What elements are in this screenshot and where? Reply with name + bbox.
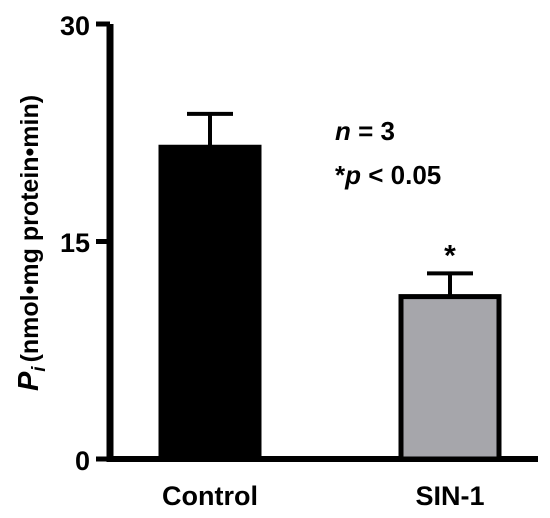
p-annotation-symbol: p [344, 160, 361, 190]
bar-control [158, 144, 262, 462]
p-annotation-star: * [335, 160, 346, 190]
y-tick-label-0: 0 [75, 446, 90, 476]
y-tick-label-15: 15 [60, 228, 90, 258]
p-annotation-value: < 0.05 [361, 160, 441, 190]
x-tick-label-control: Control [162, 481, 258, 511]
y-axis-label-symbol: P [13, 371, 45, 391]
y-axis-label-unit: (nmol•mg protein•min) [16, 95, 44, 362]
y-tick-label-30: 30 [60, 11, 90, 41]
n-annotation-symbol: n [335, 116, 351, 146]
bar-sin-1 [398, 294, 502, 462]
n-annotation-value: = 3 [351, 116, 395, 146]
x-tick-label-sin-1: SIN-1 [415, 481, 484, 511]
significance-marker-sin-1: * [444, 239, 456, 272]
bars-group: Control SIN-1 * [158, 111, 502, 511]
y-axis-label: Pi (nmol•mg protein•min) [13, 95, 50, 391]
y-axis-label-subscript: i [29, 366, 50, 372]
y-axis-ticks: 0 15 30 [60, 11, 110, 476]
p-annotation: *p < 0.05 [335, 160, 441, 190]
n-annotation: n = 3 [335, 116, 395, 146]
